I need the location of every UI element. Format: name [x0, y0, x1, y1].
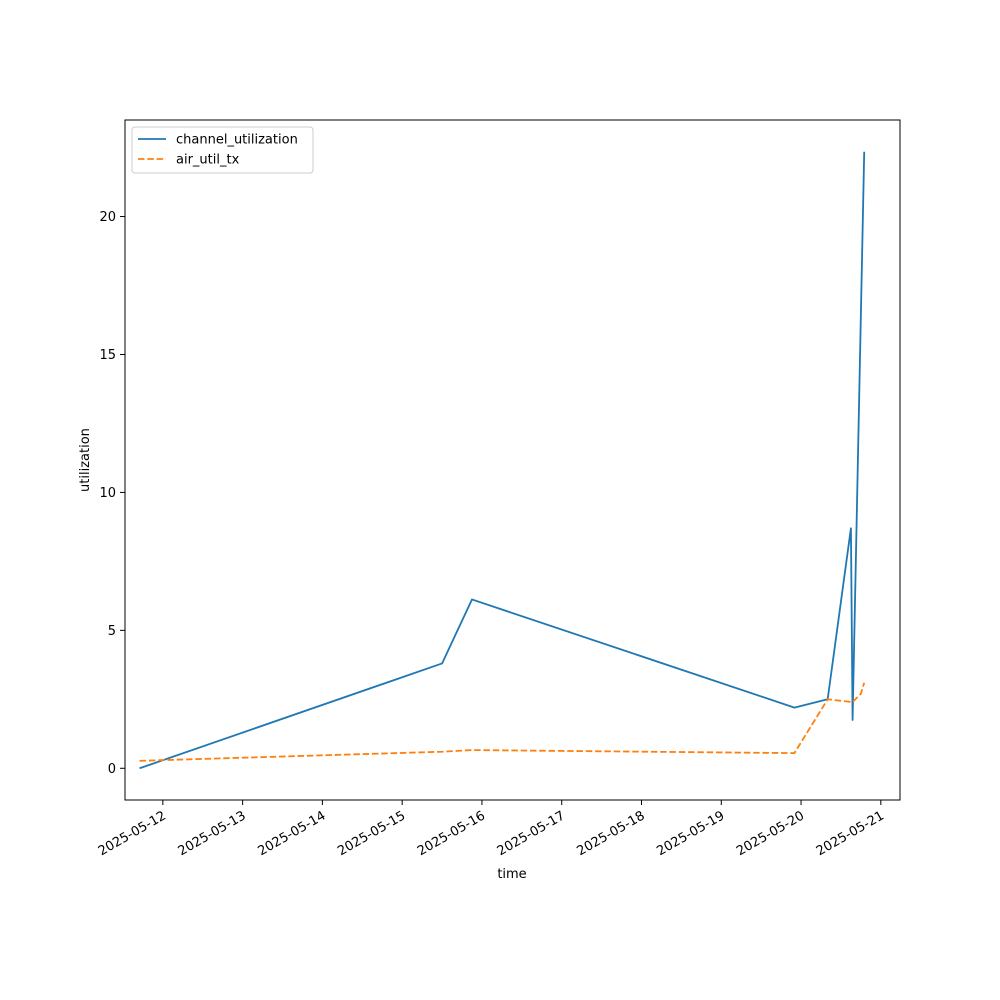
- y-tick-label: 0: [108, 762, 116, 777]
- y-tick-label: 10: [99, 486, 116, 501]
- legend-label: channel_utilization: [176, 133, 298, 148]
- x-tick-label: 2025-05-21: [814, 808, 887, 859]
- x-tick-label: 2025-05-14: [255, 808, 328, 859]
- x-tick-label: 2025-05-19: [654, 808, 727, 859]
- y-tick-label: 15: [99, 348, 116, 363]
- x-tick-label: 2025-05-18: [575, 808, 648, 859]
- plot-frame: [124, 119, 901, 801]
- series-line-channel-utilization: [139, 151, 866, 770]
- x-tick-label: 2025-05-15: [335, 808, 408, 859]
- series-line-air-util-tx: [139, 682, 866, 762]
- y-axis: 0 5 10 15 20: [99, 210, 125, 777]
- legend: channel_utilization air_util_tx: [131, 126, 314, 174]
- legend-label: air_util_tx: [176, 153, 240, 168]
- series-layer: [139, 151, 866, 770]
- y-tick-label: 5: [108, 624, 116, 639]
- x-tick-label: 2025-05-20: [734, 808, 807, 859]
- y-tick-label: 20: [99, 210, 116, 225]
- x-tick-label: 2025-05-12: [96, 808, 169, 859]
- x-tick-label: 2025-05-13: [176, 808, 249, 859]
- plot-area: [125, 120, 900, 800]
- x-axis: 2025-05-12 2025-05-13 2025-05-14 2025-05-15…: [96, 800, 887, 859]
- x-tick-label: 2025-05-17: [495, 808, 568, 859]
- x-tick-label: 2025-05-16: [415, 808, 488, 859]
- y-axis-label: utilization: [78, 428, 93, 492]
- legend-box: [131, 126, 314, 174]
- x-axis-label: time: [497, 867, 526, 882]
